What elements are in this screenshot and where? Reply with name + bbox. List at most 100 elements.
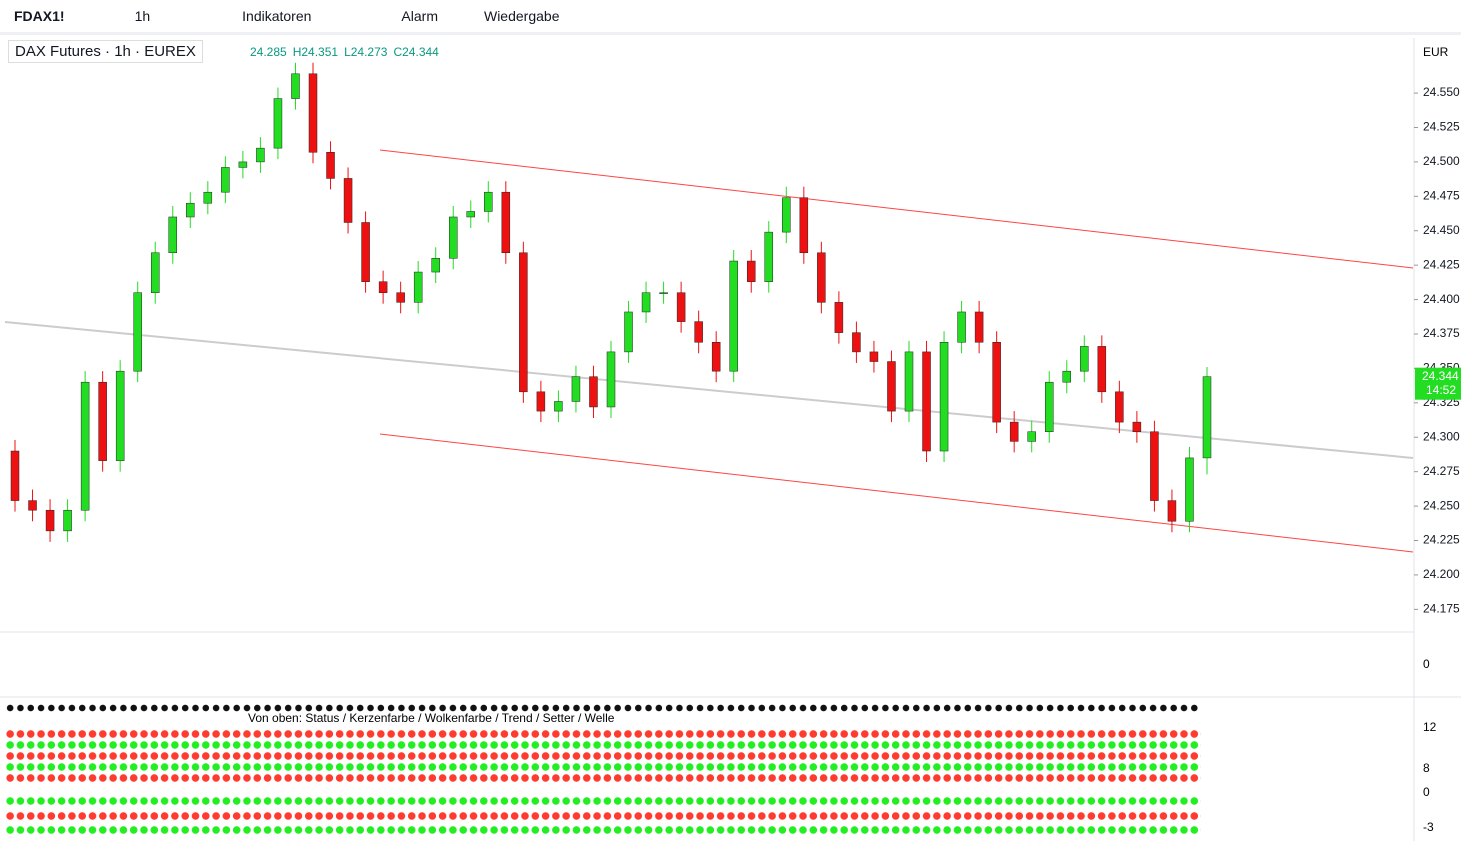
candle-body <box>80 381 90 511</box>
candle-body <box>168 216 178 254</box>
y-tick-label: 24.275 <box>1423 464 1460 478</box>
candle-body <box>852 332 861 353</box>
y-tick-label: 24.375 <box>1423 326 1460 340</box>
currency: EUR <box>1423 45 1449 59</box>
ohlc-low: L24.273 <box>344 45 388 59</box>
candle-body <box>1150 431 1159 501</box>
candle-body <box>291 73 300 99</box>
y-tick-label: 24.475 <box>1423 188 1460 202</box>
candle-body <box>273 98 283 149</box>
candle-body <box>1115 391 1124 423</box>
candle-body <box>1027 431 1036 442</box>
channel-line <box>379 149 1414 269</box>
candle-body <box>746 260 756 282</box>
candle-body <box>904 351 914 412</box>
candle-body <box>1097 346 1107 393</box>
candle-body <box>606 351 616 408</box>
candle-body <box>186 202 195 218</box>
trend-line <box>4 321 1414 459</box>
candle-body <box>519 252 528 393</box>
y-tick-label: 24.450 <box>1423 223 1460 237</box>
ohlc-close: C24.344 <box>393 45 439 59</box>
y-tick-label: 24.250 <box>1423 498 1460 512</box>
candle-body <box>1009 421 1019 442</box>
y-tick-label: 24.400 <box>1423 292 1460 306</box>
legend: DAX Futures · 1h · EUREX <box>8 40 203 63</box>
candle-body <box>887 361 896 412</box>
countdown: 14:52 <box>1426 383 1456 397</box>
ohlc-open: 24.285 <box>250 45 287 59</box>
channel-line <box>379 433 1414 553</box>
candle-body <box>536 391 546 412</box>
candle-body <box>624 311 633 353</box>
candle-body <box>150 252 160 293</box>
candle-body <box>115 370 125 461</box>
candle-body <box>1062 370 1072 383</box>
indicator-axis-label: 8 <box>1423 761 1430 775</box>
candle-body <box>729 260 738 372</box>
candle-body <box>326 152 335 179</box>
candle-body <box>238 161 248 168</box>
symbol-button[interactable]: FDAX1! <box>14 8 65 24</box>
candle-body <box>764 231 774 282</box>
candle-body <box>554 401 563 412</box>
candle-body <box>63 509 72 532</box>
candle-body <box>378 281 388 293</box>
indicator-axis-label: 0 <box>1423 785 1430 799</box>
alarm-button[interactable]: Alarm <box>401 8 438 24</box>
indicator-row <box>5 762 1201 772</box>
y-tick-label: 24.175 <box>1423 602 1460 616</box>
candle-body <box>1080 346 1089 372</box>
indicator-note: Von oben: Status / Kerzenfarbe / Wolkenf… <box>248 711 615 725</box>
candle-body <box>1167 500 1177 522</box>
candle-body <box>466 211 476 218</box>
y-tick-label: 24.550 <box>1423 85 1460 99</box>
indicator-axis-label: 0 <box>1423 657 1430 671</box>
candle-body <box>659 292 668 294</box>
candle-body <box>396 292 405 303</box>
candle-body <box>641 292 651 313</box>
candle-body <box>782 197 791 233</box>
candle-body <box>448 216 458 259</box>
candle-body <box>10 450 20 501</box>
indicator-row <box>5 796 1201 806</box>
candle-body <box>203 191 213 204</box>
ohlc-legend: 24.285 H24.351 L24.273 C24.344 <box>250 45 439 59</box>
candle-body <box>413 271 423 303</box>
candle-body <box>343 178 353 223</box>
candle-body <box>817 252 826 303</box>
interval-button[interactable]: 1h <box>134 8 151 24</box>
candle-body <box>974 311 984 343</box>
candle-body <box>501 191 511 254</box>
candle-body <box>711 342 721 372</box>
candle-body <box>939 342 949 452</box>
y-tick-label: 24.200 <box>1423 567 1460 581</box>
candle-body <box>484 191 493 212</box>
candle-body <box>45 509 55 532</box>
candle-body <box>589 376 598 408</box>
candle-body <box>133 292 142 372</box>
price-tag <box>1415 367 1461 400</box>
candle-body <box>676 292 686 322</box>
price-tag-label: 24.344 <box>1422 369 1459 383</box>
candle-body <box>571 376 581 402</box>
candle-body <box>1044 381 1054 432</box>
indicator-axis-label: -3 <box>1423 820 1434 834</box>
candle-body <box>221 167 230 193</box>
candle-body <box>431 258 440 273</box>
candle-body <box>834 302 844 333</box>
candle-body <box>799 197 809 254</box>
candle-body <box>694 321 703 343</box>
indicators-button[interactable]: Indikatoren <box>242 8 312 24</box>
replay-button[interactable]: Wiedergabe <box>483 8 560 24</box>
indicator-row <box>5 703 1201 713</box>
y-tick-label: 24.525 <box>1423 120 1460 134</box>
candle-body <box>869 351 879 362</box>
indicator-row <box>5 740 1201 750</box>
candle-body <box>98 381 107 461</box>
indicator-row <box>5 773 1201 783</box>
y-tick-label: 24.500 <box>1423 154 1460 168</box>
candle-body <box>308 73 318 153</box>
